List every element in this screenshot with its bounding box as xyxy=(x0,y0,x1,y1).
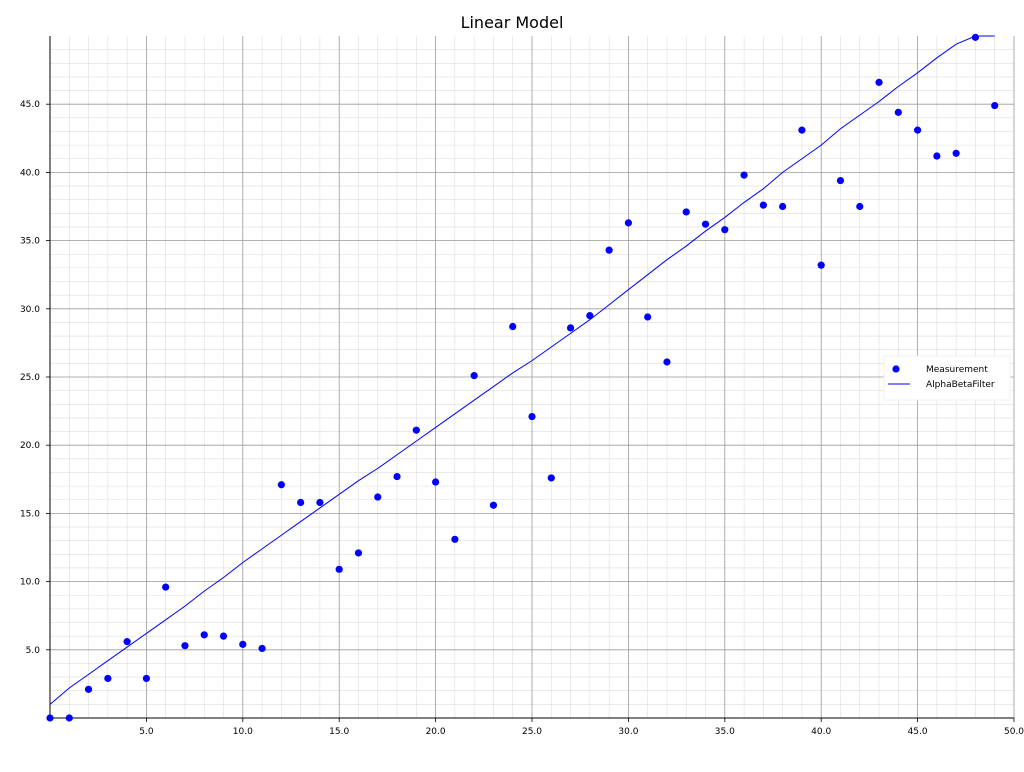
measurement-point xyxy=(104,674,112,683)
measurement-point xyxy=(123,638,131,646)
measurement-point xyxy=(759,201,767,209)
measurement-point xyxy=(297,498,305,507)
measurement-point xyxy=(971,33,980,41)
x-tick-label: 10.0 xyxy=(233,727,253,737)
measurement-point xyxy=(46,714,54,722)
x-tick-label: 20.0 xyxy=(426,727,446,737)
measurement-point xyxy=(316,498,324,507)
y-tick-label: 5.0 xyxy=(26,646,41,656)
measurement-point xyxy=(374,493,382,501)
y-tick-label: 30.0 xyxy=(20,305,40,315)
measurement-point xyxy=(489,501,498,509)
measurement-point xyxy=(277,481,285,489)
measurement-point xyxy=(624,219,633,227)
measurement-point xyxy=(856,202,864,211)
x-tick-label: 45.0 xyxy=(908,727,928,737)
measurement-point xyxy=(740,171,748,179)
measurement-point xyxy=(586,312,594,320)
measurement-point xyxy=(239,640,247,648)
measurement-point xyxy=(547,474,555,482)
legend-label-measurement: Measurement xyxy=(926,365,988,375)
measurement-point xyxy=(875,78,883,86)
measurement-point xyxy=(663,358,671,366)
x-tick-label: 15.0 xyxy=(329,727,349,737)
x-tick-label: 35.0 xyxy=(715,727,735,737)
measurement-point xyxy=(258,644,266,653)
measurement-point xyxy=(200,631,208,639)
y-tick-label: 10.0 xyxy=(20,578,40,588)
chart-title: Linear Model xyxy=(461,13,564,32)
measurement-point xyxy=(817,261,825,269)
measurement-point xyxy=(451,535,459,543)
measurement-point xyxy=(219,632,228,640)
measurement-point xyxy=(701,220,710,228)
measurement-point xyxy=(894,108,902,116)
measurement-point xyxy=(181,642,189,650)
measurement-point xyxy=(509,322,517,331)
measurement-point xyxy=(991,101,999,110)
legend-marker-measurement xyxy=(892,365,900,373)
measurement-point xyxy=(65,714,73,722)
measurement-point xyxy=(432,478,440,486)
measurement-point xyxy=(354,549,363,557)
measurement-point xyxy=(779,202,787,211)
x-tick-label: 25.0 xyxy=(522,727,542,737)
major-grid xyxy=(50,36,1015,718)
measurement-point xyxy=(412,426,420,434)
y-tick-label: 45.0 xyxy=(20,100,40,110)
measurement-point xyxy=(933,152,941,160)
measurement-point xyxy=(836,176,845,185)
y-tick-label: 20.0 xyxy=(20,441,40,451)
measurement-point xyxy=(682,208,690,216)
measurement-point xyxy=(470,372,478,380)
measurement-point xyxy=(84,685,93,693)
measurement-point xyxy=(335,565,343,573)
x-tick-label: 50.0 xyxy=(1004,727,1024,737)
measurement-point xyxy=(566,324,575,332)
measurement-point xyxy=(393,472,401,481)
legend: Measurement AlphaBetaFilter xyxy=(883,355,1011,401)
x-axis-ticks: 5.0 10.0 15.0 20.0 25.0 30.0 35.0 40.0 45.0 50.0 xyxy=(139,718,1024,737)
measurement-point xyxy=(798,126,806,134)
measurement-point xyxy=(142,674,150,683)
measurement-point xyxy=(162,583,170,591)
legend-box xyxy=(883,355,1011,401)
measurement-point xyxy=(721,226,729,234)
alphabetafilter-line xyxy=(49,35,995,705)
y-tick-label: 40.0 xyxy=(20,168,40,178)
y-tick-label: 15.0 xyxy=(20,509,40,519)
measurement-series xyxy=(46,33,999,722)
measurement-point xyxy=(952,149,960,157)
y-tick-label: 25.0 xyxy=(20,373,40,383)
measurement-point xyxy=(605,246,613,254)
measurement-point xyxy=(644,313,652,321)
measurement-point xyxy=(528,412,536,421)
alphabetafilter-series xyxy=(49,35,995,705)
x-tick-label: 5.0 xyxy=(139,727,154,737)
y-axis-ticks: 5.0 10.0 15.0 20.0 25.0 30.0 35.0 40.0 45.0 xyxy=(20,100,50,656)
x-tick-label: 30.0 xyxy=(618,727,638,737)
legend-label-alphabetafilter: AlphaBetaFilter xyxy=(926,380,995,390)
measurement-point xyxy=(914,126,922,134)
y-tick-label: 35.0 xyxy=(20,237,40,247)
x-tick-label: 40.0 xyxy=(811,727,831,737)
